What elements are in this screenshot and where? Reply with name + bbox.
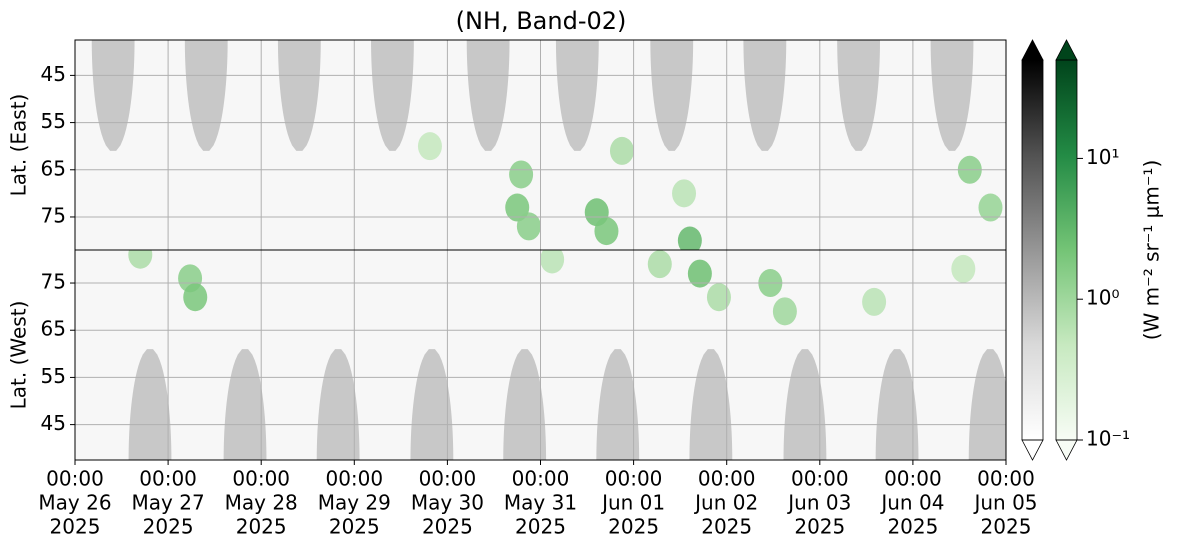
signal-patch xyxy=(516,212,541,241)
x-tick-label: 00:00 xyxy=(698,467,756,491)
signal-patch xyxy=(677,226,702,250)
y-tick-label: 55 xyxy=(41,109,66,133)
x-tick-label: 00:00 xyxy=(512,467,570,491)
x-tick-label: Jun 01 xyxy=(600,491,665,515)
x-tick-label: Jun 02 xyxy=(693,491,758,515)
colorbar-tick-label: 10¹ xyxy=(1086,145,1119,169)
colorbar-extend-low xyxy=(1055,439,1078,461)
day-dome xyxy=(223,349,267,460)
x-tick-label: 2025 xyxy=(608,515,659,539)
day-dome xyxy=(743,40,787,151)
day-dome xyxy=(783,349,827,460)
x-tick-label: May 29 xyxy=(318,491,391,515)
x-tick-label: 2025 xyxy=(515,515,566,539)
signal-patch xyxy=(594,217,619,246)
signal-patch xyxy=(128,250,153,269)
day-dome xyxy=(466,40,510,151)
y-axis-label: Lat. (West) xyxy=(7,301,31,410)
x-tick-label: 2025 xyxy=(143,515,194,539)
signal-patch xyxy=(706,283,731,312)
colorbar xyxy=(1056,60,1077,440)
signal-patch xyxy=(672,179,697,208)
signal-patch xyxy=(540,250,565,274)
colorbar-extend-high xyxy=(1021,39,1044,61)
day-dome xyxy=(128,349,172,460)
x-tick-label: 2025 xyxy=(981,515,1032,539)
signal-patch xyxy=(647,250,672,279)
x-tick-label: 2025 xyxy=(329,515,380,539)
signal-patch xyxy=(772,297,797,326)
signal-patch xyxy=(951,254,976,283)
y-tick-label: 65 xyxy=(41,156,66,180)
signal-patch xyxy=(183,283,208,312)
day-dome xyxy=(410,349,454,460)
day-dome xyxy=(371,40,414,151)
day-dome xyxy=(91,40,135,151)
x-tick-label: 00:00 xyxy=(791,467,849,491)
x-tick-label: May 28 xyxy=(225,491,298,515)
y-tick-label: 45 xyxy=(41,411,66,435)
day-dome xyxy=(316,349,360,460)
x-tick-label: 00:00 xyxy=(419,467,477,491)
x-tick-label: 00:00 xyxy=(232,467,290,491)
chart-title: (NH, Band-02) xyxy=(456,7,627,35)
day-dome xyxy=(555,40,599,151)
colorbar xyxy=(1022,60,1043,440)
day-dome xyxy=(650,40,694,151)
x-tick-label: 00:00 xyxy=(977,467,1035,491)
y-tick-label: 65 xyxy=(41,317,66,341)
x-tick-label: 2025 xyxy=(236,515,287,539)
x-tick-label: May 30 xyxy=(411,491,484,515)
y-axis-label: Lat. (East) xyxy=(7,94,31,197)
x-tick-label: 2025 xyxy=(422,515,473,539)
x-tick-label: May 26 xyxy=(38,491,111,515)
x-tick-label: 00:00 xyxy=(46,467,104,491)
x-tick-label: Jun 04 xyxy=(879,491,944,515)
x-tick-label: May 31 xyxy=(504,491,577,515)
day-dome xyxy=(277,40,321,151)
signal-patch xyxy=(862,287,887,316)
day-dome xyxy=(689,349,733,460)
colorbar-extend-low xyxy=(1021,439,1044,461)
panel xyxy=(75,250,1006,460)
x-tick-label: 00:00 xyxy=(884,467,942,491)
signal-patch xyxy=(509,160,534,189)
y-tick-label: 75 xyxy=(41,203,66,227)
x-tick-label: 00:00 xyxy=(139,467,197,491)
signal-patch xyxy=(978,193,1003,222)
day-dome xyxy=(968,349,1006,460)
day-dome xyxy=(875,349,919,460)
colorbar-label: (W m⁻² sr⁻¹ μm⁻¹) xyxy=(1140,160,1164,341)
x-tick-label: 2025 xyxy=(701,515,752,539)
x-tick-label: 2025 xyxy=(794,515,845,539)
day-dome xyxy=(503,349,547,460)
y-tick-label: 45 xyxy=(41,62,66,86)
x-tick-label: Jun 05 xyxy=(972,491,1037,515)
colorbar-frame xyxy=(1055,59,1078,441)
x-tick-label: 2025 xyxy=(50,515,101,539)
colorbar-extend-high xyxy=(1055,39,1078,61)
x-tick-label: 2025 xyxy=(887,515,938,539)
y-tick-label: 55 xyxy=(41,364,66,388)
colorbar-tick-label: 10⁰ xyxy=(1086,286,1119,310)
colorbar-frame xyxy=(1021,59,1044,441)
x-tick-label: 00:00 xyxy=(325,467,383,491)
colorbar-tick-label: 10⁻¹ xyxy=(1086,427,1130,451)
signal-patch xyxy=(609,136,634,165)
day-dome xyxy=(184,40,228,151)
day-dome xyxy=(930,40,974,151)
y-tick-label: 75 xyxy=(41,270,66,294)
x-tick-label: 00:00 xyxy=(605,467,663,491)
signal-patch xyxy=(687,259,712,288)
x-tick-label: May 27 xyxy=(132,491,205,515)
day-dome xyxy=(596,349,640,460)
x-tick-label: Jun 03 xyxy=(786,491,851,515)
signal-patch xyxy=(417,132,442,161)
day-dome xyxy=(837,40,881,151)
